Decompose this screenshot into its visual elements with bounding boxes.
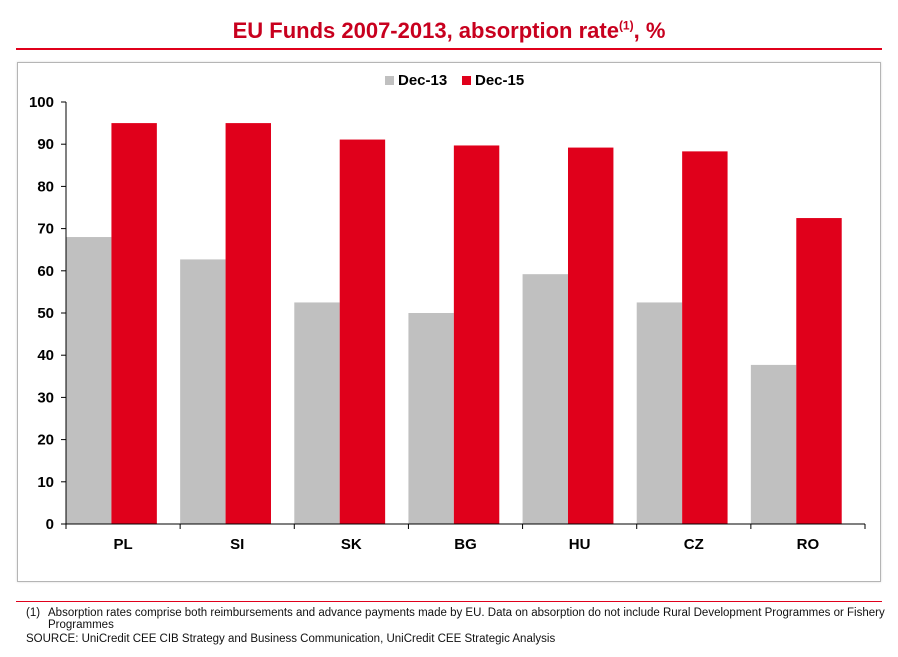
footnote-number: (1) bbox=[26, 607, 41, 619]
x-tick-label-sk: SK bbox=[341, 536, 362, 553]
bar-dec-13-pl bbox=[66, 237, 112, 525]
bar-dec-13-hu bbox=[522, 274, 569, 524]
x-tick-label-ro: RO bbox=[797, 536, 820, 553]
y-tick-label-0: 0 bbox=[46, 516, 54, 533]
bar-dec-13-ro bbox=[750, 364, 797, 524]
legend-label-dec-15: Dec-15 bbox=[475, 72, 524, 89]
bar-dec-13-si bbox=[180, 259, 226, 524]
bar-dec-13-cz bbox=[636, 302, 683, 524]
source-note: SOURCE: UniCredit CEE CIB Strategy and B… bbox=[26, 633, 556, 645]
bar-chart: Dec-13 Dec-15 0 10 20 30 40 50 60 70 80 90 100 PL SI SK… bbox=[29, 72, 866, 553]
bar-dec-15-hu bbox=[568, 147, 614, 524]
legend-label-dec-13: Dec-13 bbox=[398, 72, 447, 89]
chart-title-footnote-ref: (1) bbox=[618, 18, 634, 33]
footer-divider bbox=[16, 601, 882, 602]
chart-title-unit: , % bbox=[633, 18, 666, 43]
y-tick-label-10: 10 bbox=[37, 474, 54, 491]
bar-dec-15-sk bbox=[339, 139, 386, 525]
y-tick-label-50: 50 bbox=[37, 305, 54, 322]
bar-dec-13-bg bbox=[408, 313, 454, 524]
title-divider bbox=[16, 48, 882, 50]
bar-dec-15-si bbox=[225, 123, 272, 524]
y-tick-label-70: 70 bbox=[37, 221, 54, 238]
y-tick-label-60: 60 bbox=[37, 263, 54, 280]
y-tick-label-20: 20 bbox=[37, 432, 54, 449]
chart-title-main: EU Funds 2007-2013, absorption rate bbox=[232, 18, 619, 43]
x-tick-label-pl: PL bbox=[113, 536, 132, 553]
chart-title: EU Funds 2007-2013, absorption rate(1), … bbox=[0, 18, 898, 44]
x-tick-label-hu: HU bbox=[569, 536, 591, 553]
bar-dec-15-cz bbox=[682, 151, 728, 524]
y-tick-label-80: 80 bbox=[37, 178, 54, 195]
bar-dec-13-sk bbox=[294, 302, 340, 524]
legend-swatch-dec-15 bbox=[462, 76, 471, 85]
y-tick-label-40: 40 bbox=[37, 347, 54, 364]
bar-dec-15-bg bbox=[453, 145, 500, 524]
footnote-text: Absorption rates comprise both reimburse… bbox=[48, 607, 885, 631]
legend-swatch-dec-13 bbox=[385, 76, 394, 85]
x-tick-label-bg: BG bbox=[454, 536, 477, 553]
y-tick-label-30: 30 bbox=[37, 389, 54, 406]
y-tick-label-90: 90 bbox=[37, 136, 54, 153]
y-tick-label-100: 100 bbox=[29, 94, 54, 111]
x-tick-label-si: SI bbox=[230, 536, 244, 553]
bar-dec-15-pl bbox=[111, 123, 157, 524]
bar-dec-15-ro bbox=[796, 218, 842, 525]
x-tick-label-cz: CZ bbox=[684, 536, 704, 553]
